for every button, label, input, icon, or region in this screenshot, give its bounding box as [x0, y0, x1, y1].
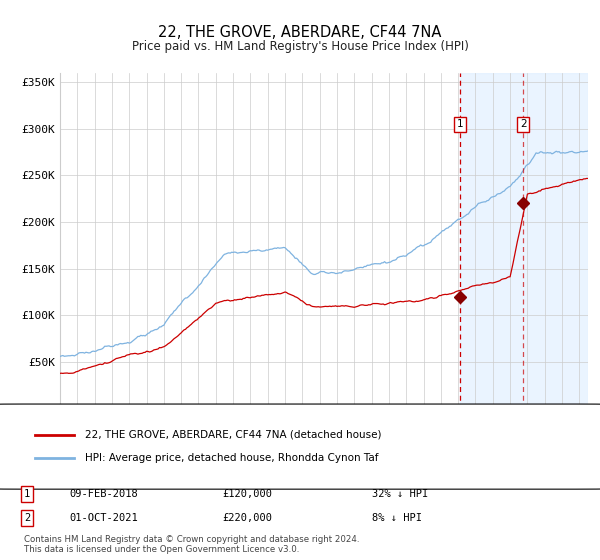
- Text: £220,000: £220,000: [222, 513, 272, 523]
- Text: 2: 2: [520, 119, 526, 129]
- Text: 22, THE GROVE, ABERDARE, CF44 7NA (detached house): 22, THE GROVE, ABERDARE, CF44 7NA (detac…: [85, 430, 381, 440]
- Text: 32% ↓ HPI: 32% ↓ HPI: [372, 489, 428, 499]
- Text: 1: 1: [24, 489, 30, 499]
- Text: 09-FEB-2018: 09-FEB-2018: [69, 489, 138, 499]
- Text: Price paid vs. HM Land Registry's House Price Index (HPI): Price paid vs. HM Land Registry's House …: [131, 40, 469, 53]
- Text: 8% ↓ HPI: 8% ↓ HPI: [372, 513, 422, 523]
- Text: 22, THE GROVE, ABERDARE, CF44 7NA: 22, THE GROVE, ABERDARE, CF44 7NA: [158, 25, 442, 40]
- Text: 01-OCT-2021: 01-OCT-2021: [69, 513, 138, 523]
- Text: Contains HM Land Registry data © Crown copyright and database right 2024.: Contains HM Land Registry data © Crown c…: [24, 535, 359, 544]
- Text: 2: 2: [24, 513, 30, 523]
- FancyBboxPatch shape: [0, 404, 600, 489]
- Text: 1: 1: [457, 119, 463, 129]
- Bar: [460, 73, 588, 409]
- Text: HPI: Average price, detached house, Rhondda Cynon Taf: HPI: Average price, detached house, Rhon…: [85, 453, 378, 463]
- Text: This data is licensed under the Open Government Licence v3.0.: This data is licensed under the Open Gov…: [24, 545, 299, 554]
- Text: £120,000: £120,000: [222, 489, 272, 499]
